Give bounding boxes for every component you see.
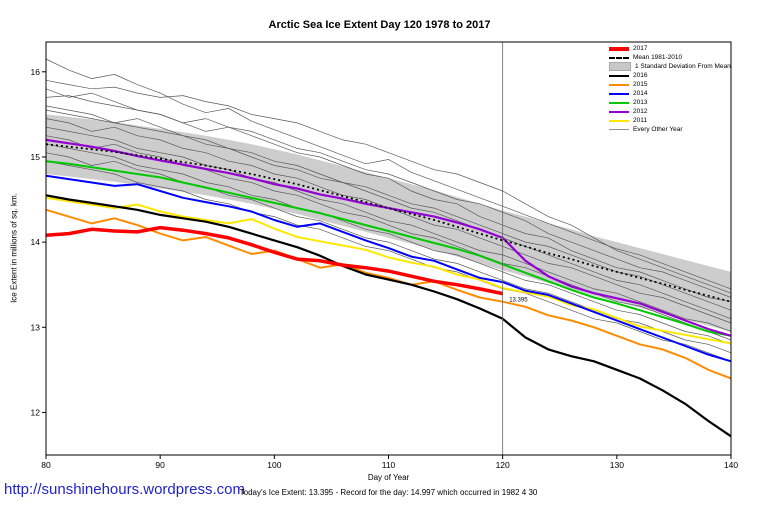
y-tick-label: 13 bbox=[31, 322, 41, 332]
legend-label: 2015 bbox=[633, 81, 648, 88]
std-deviation-band bbox=[46, 114, 731, 332]
x-tick-label: 140 bbox=[724, 460, 738, 470]
x-axis-label: Day of Year bbox=[367, 473, 410, 482]
series-2013 bbox=[45, 160, 732, 337]
legend-swatch-2017 bbox=[609, 46, 629, 51]
series-mean-1981-2010 bbox=[45, 143, 732, 303]
series-2016 bbox=[45, 194, 732, 438]
series-other-year bbox=[45, 109, 732, 320]
series-2012 bbox=[45, 138, 732, 337]
legend-item: 2017 bbox=[609, 44, 731, 53]
series-other-year bbox=[45, 143, 732, 345]
legend-label: 2012 bbox=[633, 108, 648, 115]
legend-swatch-2014 bbox=[609, 92, 629, 95]
x-tick-label: 110 bbox=[382, 460, 396, 470]
series-other-year bbox=[45, 135, 732, 341]
series-other-year bbox=[45, 79, 732, 294]
legend-item: 1 Standard Deviation From Mean bbox=[609, 62, 731, 71]
legend-swatch-2012 bbox=[609, 110, 629, 113]
y-axis-label: Ice Extent in millions of sq. km. bbox=[9, 193, 19, 303]
legend-label: 2013 bbox=[633, 99, 648, 106]
footer-note: Today's Ice Extent: 13.395 - Record for … bbox=[239, 488, 538, 497]
legend-swatch-2015 bbox=[609, 83, 629, 86]
legend-swatch-mean-1981-2010 bbox=[609, 56, 629, 59]
legend-label: 2011 bbox=[633, 117, 647, 124]
x-tick-label: 120 bbox=[496, 460, 510, 470]
legend-label: 2017 bbox=[633, 45, 648, 52]
legend-swatch-2016 bbox=[609, 74, 629, 77]
legend: 2017 Mean 1981-2010 1 Standard Deviation F… bbox=[609, 44, 731, 134]
series-2014 bbox=[45, 174, 732, 363]
legend-label: 2016 bbox=[633, 72, 648, 79]
y-tick-label: 16 bbox=[31, 67, 41, 77]
current-value-label: 13.395 bbox=[509, 298, 528, 304]
legend-item: 2012 bbox=[609, 107, 731, 116]
legend-label: 1 Standard Deviation From Mean bbox=[635, 63, 731, 70]
legend-label: 2014 bbox=[633, 90, 648, 97]
x-tick-label: 80 bbox=[41, 460, 51, 470]
series-other-year bbox=[45, 88, 732, 303]
legend-item: 2016 bbox=[609, 71, 731, 80]
legend-label: Mean 1981-2010 bbox=[633, 54, 683, 61]
footer-link[interactable]: http://sunshinehours.wordpress.com bbox=[4, 481, 245, 498]
legend-swatch-every-other-year bbox=[609, 129, 629, 130]
legend-item: 2011 bbox=[609, 116, 731, 125]
legend-item: 2015 bbox=[609, 80, 731, 89]
y-tick-label: 12 bbox=[31, 407, 41, 417]
legend-item: 2014 bbox=[609, 89, 731, 98]
legend-item: Mean 1981-2010 bbox=[609, 53, 731, 62]
y-tick-label: 15 bbox=[31, 152, 41, 162]
series-other-year bbox=[45, 160, 732, 362]
series-other-year bbox=[45, 126, 732, 332]
chart-title: Arctic Sea Ice Extent Day 120 1978 to 20… bbox=[268, 19, 491, 31]
legend-item: Every Other Year bbox=[609, 125, 731, 134]
series-2011 bbox=[45, 196, 732, 345]
x-tick-label: 90 bbox=[155, 460, 165, 470]
x-tick-label: 100 bbox=[267, 460, 281, 470]
legend-swatch-2011 bbox=[609, 119, 629, 122]
x-tick-label: 130 bbox=[610, 460, 624, 470]
legend-label: Every Other Year bbox=[633, 126, 683, 133]
legend-item: 2013 bbox=[609, 98, 731, 107]
legend-swatch-2013 bbox=[609, 101, 629, 104]
series-other-year bbox=[45, 58, 732, 290]
series-2015 bbox=[45, 208, 732, 380]
legend-swatch-1-standard-deviation-from-mean bbox=[609, 62, 631, 71]
y-tick-label: 14 bbox=[31, 237, 41, 247]
series-2017 bbox=[45, 225, 504, 296]
